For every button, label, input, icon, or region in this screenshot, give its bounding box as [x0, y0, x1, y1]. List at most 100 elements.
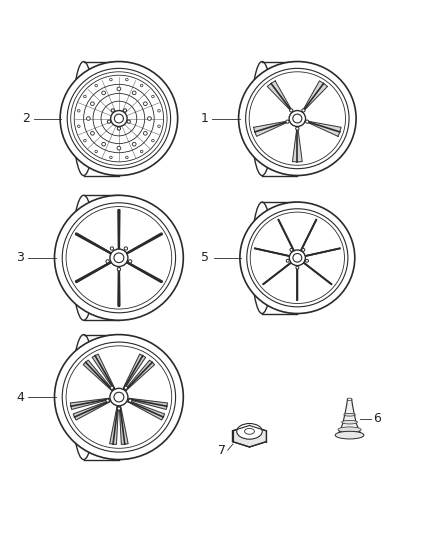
- Ellipse shape: [239, 61, 356, 175]
- Ellipse shape: [71, 72, 167, 165]
- Polygon shape: [254, 248, 290, 256]
- Ellipse shape: [78, 110, 80, 112]
- Text: 4: 4: [16, 391, 24, 403]
- Ellipse shape: [293, 254, 302, 262]
- Ellipse shape: [148, 117, 152, 120]
- Ellipse shape: [246, 68, 349, 168]
- Ellipse shape: [124, 247, 127, 250]
- Ellipse shape: [95, 150, 98, 153]
- Polygon shape: [75, 233, 112, 254]
- Ellipse shape: [110, 249, 128, 266]
- Ellipse shape: [111, 109, 114, 112]
- Ellipse shape: [62, 203, 176, 313]
- Polygon shape: [126, 262, 162, 282]
- Ellipse shape: [107, 120, 111, 123]
- Ellipse shape: [124, 109, 127, 112]
- Ellipse shape: [117, 87, 121, 91]
- Polygon shape: [336, 399, 363, 436]
- Polygon shape: [125, 360, 155, 390]
- Ellipse shape: [286, 120, 289, 123]
- Ellipse shape: [127, 120, 131, 123]
- Ellipse shape: [117, 147, 121, 150]
- Polygon shape: [118, 266, 120, 306]
- Polygon shape: [305, 248, 340, 256]
- Ellipse shape: [72, 195, 95, 320]
- Ellipse shape: [132, 91, 136, 95]
- Ellipse shape: [237, 424, 262, 439]
- Ellipse shape: [289, 110, 306, 126]
- Ellipse shape: [73, 61, 94, 175]
- Polygon shape: [278, 220, 294, 251]
- Polygon shape: [297, 266, 298, 300]
- Ellipse shape: [86, 117, 90, 120]
- Polygon shape: [233, 425, 266, 447]
- Text: 6: 6: [374, 413, 381, 425]
- Polygon shape: [73, 401, 110, 420]
- Ellipse shape: [114, 253, 124, 263]
- Ellipse shape: [60, 61, 178, 175]
- Ellipse shape: [251, 61, 273, 175]
- Ellipse shape: [290, 248, 293, 252]
- Ellipse shape: [302, 248, 305, 252]
- Ellipse shape: [128, 260, 132, 263]
- Ellipse shape: [158, 125, 160, 127]
- Polygon shape: [305, 121, 341, 136]
- Polygon shape: [83, 360, 113, 390]
- Ellipse shape: [252, 202, 272, 313]
- Text: 5: 5: [201, 251, 209, 264]
- Polygon shape: [118, 210, 120, 249]
- Ellipse shape: [286, 260, 289, 262]
- Ellipse shape: [106, 260, 110, 263]
- Ellipse shape: [289, 250, 305, 265]
- Ellipse shape: [140, 84, 143, 87]
- Ellipse shape: [102, 91, 106, 95]
- Text: 3: 3: [16, 251, 24, 264]
- Ellipse shape: [240, 202, 355, 313]
- Polygon shape: [92, 354, 114, 389]
- Ellipse shape: [117, 407, 120, 410]
- Polygon shape: [123, 354, 146, 389]
- Ellipse shape: [152, 139, 154, 142]
- Ellipse shape: [110, 247, 113, 250]
- Polygon shape: [300, 220, 317, 251]
- Polygon shape: [304, 262, 332, 285]
- Ellipse shape: [247, 209, 348, 307]
- Ellipse shape: [91, 102, 94, 106]
- Ellipse shape: [78, 125, 80, 127]
- Ellipse shape: [126, 156, 128, 159]
- Ellipse shape: [114, 392, 124, 402]
- Ellipse shape: [114, 114, 124, 123]
- Ellipse shape: [110, 78, 112, 81]
- Ellipse shape: [72, 335, 95, 459]
- Ellipse shape: [152, 95, 154, 98]
- Polygon shape: [120, 407, 128, 445]
- Ellipse shape: [344, 414, 355, 416]
- Text: 2: 2: [22, 112, 30, 125]
- Ellipse shape: [84, 139, 86, 142]
- Ellipse shape: [250, 212, 344, 303]
- Ellipse shape: [140, 150, 143, 153]
- Ellipse shape: [54, 335, 184, 459]
- Ellipse shape: [124, 386, 127, 390]
- Polygon shape: [110, 407, 118, 445]
- Ellipse shape: [117, 127, 120, 130]
- Ellipse shape: [244, 429, 254, 434]
- Ellipse shape: [158, 110, 160, 112]
- Polygon shape: [293, 127, 302, 162]
- Ellipse shape: [335, 431, 364, 439]
- Ellipse shape: [144, 132, 147, 135]
- Ellipse shape: [305, 260, 308, 262]
- Polygon shape: [128, 401, 165, 420]
- Text: 1: 1: [200, 112, 208, 125]
- Ellipse shape: [95, 84, 98, 87]
- Ellipse shape: [132, 142, 136, 146]
- Ellipse shape: [347, 398, 352, 400]
- Ellipse shape: [128, 399, 132, 402]
- Polygon shape: [75, 262, 112, 282]
- Ellipse shape: [290, 109, 293, 112]
- Ellipse shape: [111, 110, 127, 126]
- Ellipse shape: [110, 389, 128, 406]
- Ellipse shape: [66, 207, 172, 309]
- Polygon shape: [263, 262, 291, 285]
- Ellipse shape: [126, 78, 128, 81]
